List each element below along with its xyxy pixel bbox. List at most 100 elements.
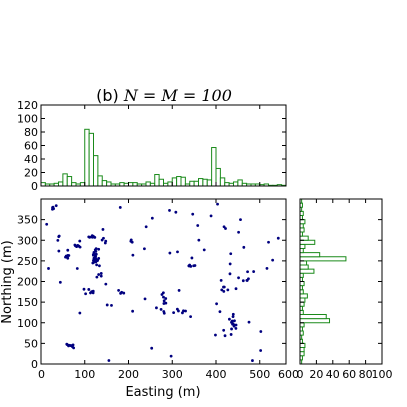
top-histogram-bar: [84, 128, 90, 187]
top-histogram-bar: [224, 182, 230, 187]
top-histogram-bar: [202, 178, 208, 187]
chart-title: (b) N = M = 100: [96, 86, 232, 105]
scatter-point: [265, 266, 269, 270]
main-scatter: 0 100 200 300 400 500 600 0 50 100 150 200 250 300 350: [17, 198, 299, 381]
scatter-point: [241, 279, 245, 283]
top-histogram-bar: [215, 167, 221, 187]
scatter-point: [228, 262, 232, 266]
scatter-ytick-label: 0: [31, 358, 38, 371]
scatter-xtick-label: 200: [118, 368, 139, 381]
scatter-ytick-label: 350: [17, 214, 38, 227]
scatter-point: [65, 255, 69, 259]
top-histogram-bar: [237, 179, 243, 187]
scatter-frame: [40, 198, 287, 365]
right-histogram-bar: [299, 318, 331, 324]
scatter-point: [120, 290, 124, 294]
scatter-point: [168, 209, 171, 212]
scatter-point: [87, 288, 91, 291]
top-histogram-bar: [193, 180, 199, 187]
scatter-point: [95, 275, 99, 279]
scatter-point: [162, 310, 166, 313]
scatter-point: [237, 230, 240, 234]
scatter-point: [104, 282, 108, 286]
scatter-point: [197, 238, 201, 242]
scatter-point: [242, 245, 246, 249]
right-histogram-bar: [299, 256, 347, 262]
scatter-point: [150, 216, 154, 220]
x-axis-label: Easting (m): [125, 385, 200, 400]
scatter-point: [214, 333, 217, 337]
scatter-point: [231, 315, 235, 319]
scatter-point: [96, 258, 100, 262]
scatter-point: [78, 311, 82, 315]
scatter-point: [162, 295, 165, 299]
scatter-point: [97, 247, 101, 251]
top-histogram-bar: [97, 175, 103, 187]
chart-title-math: N = M = 100: [123, 86, 232, 105]
scatter-point: [144, 225, 148, 229]
scatter-point: [118, 206, 122, 209]
top-histogram-bar: [171, 177, 178, 187]
scatter-point: [99, 272, 103, 275]
scatter-point: [190, 256, 194, 260]
scatter-point: [239, 218, 242, 222]
right-histogram-frame: [299, 198, 383, 365]
top-histogram-bar: [145, 181, 151, 187]
scatter-point: [228, 317, 231, 321]
scatter-point: [222, 328, 226, 332]
scatter-point: [267, 240, 270, 244]
right-histogram-xtick-label: 80: [359, 368, 373, 381]
top-histogram-ytick-label: 60: [24, 140, 38, 153]
scatter-point: [110, 303, 113, 307]
scatter-point: [161, 291, 165, 295]
top-histogram-ytick-label: 20: [24, 167, 38, 180]
scatter-point: [176, 250, 179, 254]
top-histogram-bar: [180, 176, 186, 187]
scatter-ytick-label: 50: [24, 337, 38, 350]
scatter-point: [224, 227, 227, 230]
scatter-point: [162, 299, 166, 303]
top-histogram-bar: [154, 174, 160, 187]
scatter-point: [196, 224, 200, 227]
top-histogram-ytick-label: 120: [17, 99, 38, 112]
scatter-point: [92, 250, 96, 254]
top-histogram-ytick-label: 100: [17, 113, 38, 126]
scatter-point: [216, 202, 219, 206]
top-histogram-ytick-label: 40: [24, 153, 38, 166]
scatter-point: [182, 309, 185, 313]
y-axis-label: Northing (m): [0, 240, 15, 323]
right-histogram-xtick-label: 100: [372, 368, 393, 381]
scatter-point: [78, 245, 82, 249]
scatter-xtick-label: 600: [278, 368, 299, 381]
scatter-point: [251, 359, 254, 362]
scatter-point: [168, 251, 172, 255]
right-histogram-bar: [299, 260, 308, 266]
scatter-point: [93, 236, 97, 239]
right-histogram-bar: [299, 342, 306, 348]
scatter-point: [71, 345, 74, 349]
scatter-point: [57, 249, 61, 253]
scatter-xtick-label: 400: [206, 368, 227, 381]
scatter-point: [230, 327, 233, 331]
scatter-ytick-label: 200: [17, 276, 38, 289]
scatter-point: [172, 311, 176, 315]
top-histogram-bar: [211, 147, 217, 187]
scatter-xtick-label: 300: [162, 368, 183, 381]
right-histogram-bar: [299, 301, 305, 307]
scatter-point: [215, 302, 218, 306]
scatter-point: [222, 285, 225, 289]
scatter-point: [247, 320, 251, 324]
right-histogram-bar: [299, 281, 305, 287]
scatter-point: [226, 288, 230, 292]
right-histogram-xtick-label: 0: [297, 368, 304, 381]
top-histogram-bar: [198, 178, 204, 187]
top-histogram-bar: [71, 182, 77, 187]
right-histogram-bar: [299, 351, 305, 357]
scatter-point: [229, 333, 233, 336]
scatter-point: [78, 239, 82, 243]
top-histogram-bar: [101, 180, 108, 187]
scatter-xtick-label: 0: [38, 368, 45, 381]
top-histogram-bar: [233, 181, 239, 187]
scatter-point: [45, 222, 49, 226]
